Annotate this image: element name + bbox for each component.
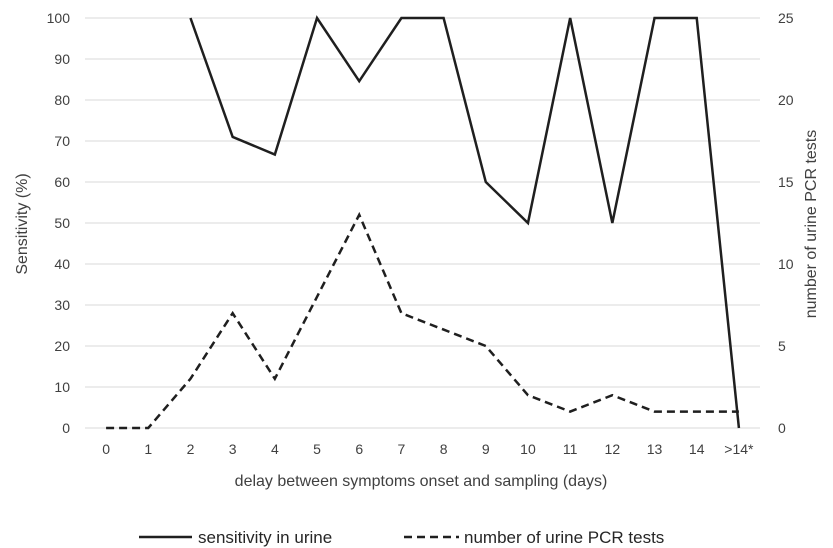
x-tick-label: >14* — [724, 441, 754, 457]
y2-tick-label: 15 — [778, 174, 794, 190]
x-tick-label: 4 — [271, 441, 279, 457]
y2-tick-label: 0 — [778, 420, 786, 436]
y-tick-label: 10 — [54, 379, 70, 395]
x-axis-title: delay between symptoms onset and samplin… — [235, 473, 608, 490]
legend: sensitivity in urine number of urine PCR… — [139, 528, 664, 547]
x-axis-ticks: 0 1 2 3 4 5 6 7 8 9 10 11 12 13 14 >14* — [102, 441, 754, 457]
y-tick-label: 0 — [62, 420, 70, 436]
x-tick-label: 8 — [440, 441, 448, 457]
y-tick-label: 60 — [54, 174, 70, 190]
y2-axis-title: number of urine PCR tests — [803, 130, 820, 319]
y-tick-label: 90 — [54, 51, 70, 67]
y-tick-label: 30 — [54, 297, 70, 313]
x-tick-label: 2 — [187, 441, 195, 457]
y2-tick-label: 5 — [778, 338, 786, 354]
x-tick-label: 10 — [520, 441, 536, 457]
x-tick-label: 9 — [482, 441, 490, 457]
x-tick-label: 14 — [689, 441, 705, 457]
y-axis-title: Sensitivity (%) — [14, 173, 31, 274]
gridlines — [85, 17, 760, 429]
y-axis-ticks: 0 10 20 30 40 50 60 70 80 90 100 — [47, 10, 71, 436]
series-line-sensitivity — [189, 15, 741, 429]
x-tick-label: 1 — [144, 441, 152, 457]
x-tick-label: 7 — [398, 441, 406, 457]
y-tick-label: 20 — [54, 338, 70, 354]
series-lines — [106, 15, 741, 430]
y-tick-label: 100 — [47, 10, 71, 26]
legend-label-sensitivity: sensitivity in urine — [198, 528, 332, 547]
y2-axis-ticks: 0 5 10 15 20 25 — [778, 10, 794, 436]
legend-label-tests: number of urine PCR tests — [464, 528, 664, 547]
x-tick-label: 3 — [229, 441, 237, 457]
x-tick-label: 11 — [563, 441, 578, 457]
x-tick-label: 0 — [102, 441, 110, 457]
x-tick-label: 6 — [355, 441, 363, 457]
x-tick-label: 12 — [605, 441, 621, 457]
y2-tick-label: 25 — [778, 10, 794, 26]
y2-tick-label: 10 — [778, 256, 794, 272]
x-tick-label: 5 — [313, 441, 321, 457]
x-tick-label: 13 — [647, 441, 663, 457]
y2-tick-label: 20 — [778, 92, 794, 108]
y-tick-label: 70 — [54, 133, 70, 149]
y-tick-label: 40 — [54, 256, 70, 272]
series-line-tests — [106, 211, 739, 430]
y-tick-label: 50 — [54, 215, 70, 231]
y-tick-label: 80 — [54, 92, 70, 108]
